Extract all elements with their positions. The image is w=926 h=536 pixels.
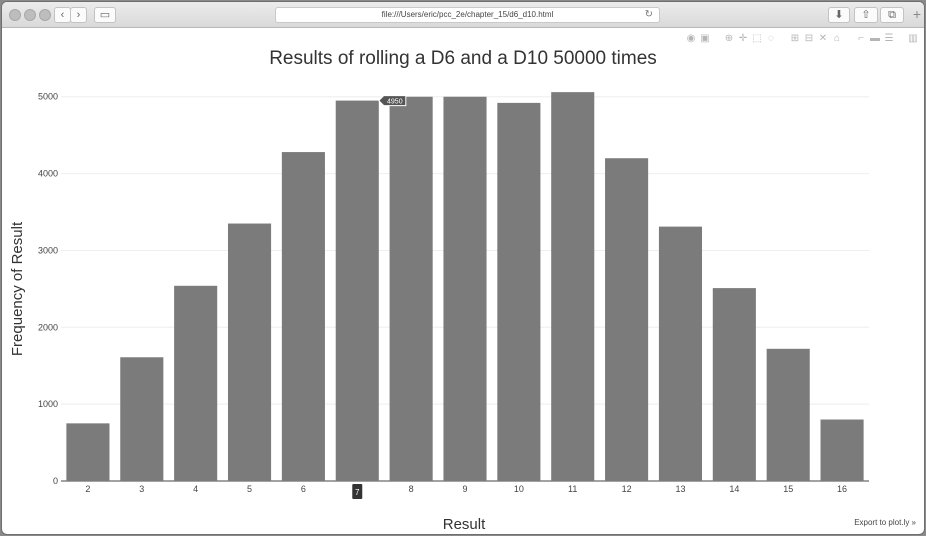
bar-13[interactable] — [658, 226, 703, 481]
sidebar-button[interactable]: ▭ — [94, 7, 116, 23]
zoom-out-icon[interactable]: ⊟ — [804, 33, 814, 44]
bar-16[interactable] — [820, 419, 864, 481]
y-tick-label: 5000 — [38, 92, 58, 102]
new-tab-button[interactable]: + — [910, 6, 924, 22]
x-tick-label: 7 — [355, 488, 360, 497]
autoscale-icon[interactable]: ✕ — [818, 33, 828, 44]
bar-4[interactable] — [174, 285, 218, 481]
tabs-button[interactable]: ⧉ — [880, 7, 904, 23]
bars — [66, 92, 864, 482]
x-tick-label: 10 — [514, 484, 524, 494]
x-tick-label: 15 — [783, 484, 793, 494]
bar-2[interactable] — [66, 423, 110, 481]
bar-10[interactable] — [497, 102, 541, 481]
x-tick-label: 5 — [247, 484, 252, 494]
chart-title: Results of rolling a D6 and a D10 50000 … — [269, 48, 657, 69]
x-tick-label: 13 — [675, 484, 685, 494]
bar-9[interactable] — [443, 96, 487, 482]
url-text: file:///Users/eric/pcc_2e/chapter_15/d6_… — [381, 10, 554, 19]
address-bar[interactable]: file:///Users/eric/pcc_2e/chapter_15/d6_… — [275, 7, 660, 23]
bar-7[interactable] — [335, 100, 379, 481]
zoom-in-icon[interactable]: ⊞ — [790, 33, 800, 44]
y-tick-label: 3000 — [38, 245, 58, 255]
lasso-icon[interactable]: ◌ — [768, 33, 774, 44]
hover-tooltip-box — [378, 95, 407, 107]
x-tick-label: 3 — [139, 484, 144, 494]
y-tick-label: 4000 — [38, 169, 58, 179]
tabs-icon: ⧉ — [888, 9, 896, 21]
bar-11[interactable] — [551, 92, 595, 481]
x-tick-label: 12 — [622, 484, 632, 494]
share-button[interactable]: ⇧ — [854, 7, 878, 23]
bar-6[interactable] — [281, 152, 325, 481]
bar-3[interactable] — [120, 357, 164, 481]
chevron-left-icon: ‹ — [60, 9, 65, 21]
x-tick-label: 8 — [409, 484, 414, 494]
pan-icon[interactable]: ✛ — [738, 33, 748, 44]
x-tick-label: 11 — [568, 484, 577, 494]
spike-lines-icon[interactable]: ⌐ — [858, 33, 864, 44]
x-hover-label-box — [352, 484, 363, 499]
y-tick-labels: 0 1000 2000 3000 4000 5000 — [38, 92, 58, 486]
export-to-plotly-link[interactable]: Export to plot.ly » — [854, 518, 916, 527]
box-select-icon[interactable]: ⬚ — [752, 33, 762, 44]
x-tick-label: 6 — [301, 484, 306, 494]
x-tick-label: 9 — [462, 484, 467, 494]
bar-15[interactable] — [766, 348, 810, 481]
save-icon[interactable]: ▣ — [700, 33, 710, 44]
x-tick-label: 2 — [85, 484, 90, 494]
bar-12[interactable] — [605, 158, 649, 481]
x-tick-labels: 2 3 4 5 6 7 8 9 10 11 12 13 14 15 16 — [85, 484, 847, 499]
hover-tooltip: 4950 — [378, 95, 407, 107]
plotly-logo-icon[interactable]: ▥ — [908, 33, 918, 44]
zoom-icon[interactable]: ⊕ — [724, 33, 734, 44]
chevron-right-icon: › — [76, 9, 81, 21]
reload-icon[interactable]: ↻ — [644, 9, 653, 20]
hover-tooltip-value: 4950 — [387, 99, 403, 106]
close-window-button[interactable] — [9, 9, 21, 21]
bar-5[interactable] — [227, 223, 272, 481]
hover-closest-icon[interactable]: ▬ — [870, 33, 880, 44]
browser-toolbar: ‹ › ▭ file:///Users/eric/pcc_2e/chapter_… — [2, 2, 924, 28]
y-tick-label: 0 — [53, 476, 58, 486]
share-icon: ⇧ — [861, 9, 871, 21]
bar-8[interactable] — [389, 96, 433, 482]
minimize-window-button[interactable] — [24, 9, 36, 21]
zoom-window-button[interactable] — [39, 9, 51, 21]
download-icon: ⬇ — [834, 9, 844, 21]
x-tick-label: 14 — [729, 484, 739, 494]
downloads-button[interactable]: ⬇ — [828, 7, 850, 23]
y-tick-label: 2000 — [38, 322, 58, 332]
hover-compare-icon[interactable]: ☰ — [884, 33, 894, 44]
x-tick-label: 16 — [837, 484, 847, 494]
plotly-modebar: ◉ ▣ ⊕ ✛ ⬚ ◌ ⊞ ⊟ ✕ ⌂ ⌐ ▬ ☰ ▥ — [686, 34, 918, 48]
y-axis-label: Frequency of Result — [9, 221, 26, 356]
x-tick-label: 4 — [193, 484, 198, 494]
camera-icon[interactable]: ◉ — [686, 33, 696, 44]
forward-button[interactable]: › — [70, 7, 87, 23]
x-axis-label: Result — [443, 516, 486, 533]
plus-icon: + — [912, 6, 922, 22]
bar-14[interactable] — [712, 288, 756, 481]
y-tick-label: 1000 — [38, 399, 58, 409]
sidebar-icon: ▭ — [99, 9, 111, 21]
home-icon[interactable]: ⌂ — [833, 33, 841, 44]
